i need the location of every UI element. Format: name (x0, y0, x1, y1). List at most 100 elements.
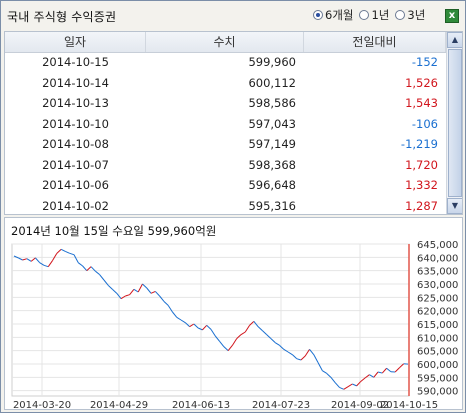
series-segment (125, 294, 130, 297)
series-segment (274, 342, 280, 346)
scroll-down-icon[interactable]: ▼ (447, 198, 462, 214)
vertical-scrollbar[interactable]: ▲ ▼ (446, 32, 462, 214)
panel-title: 국내 주식형 수익증권 (7, 10, 117, 24)
series-segment (65, 251, 70, 254)
y-tick-label: 595,000 (417, 373, 458, 384)
cell-date: 2014-10-08 (42, 137, 109, 151)
series-segment (197, 327, 203, 331)
series-segment (22, 258, 27, 261)
cell-change: -1,219 (400, 137, 438, 151)
table-row[interactable]: 2014-10-15 599,960 -152 (5, 52, 446, 73)
series-segment (30, 257, 36, 262)
period-selector: 6개월 1년 3년 (313, 7, 425, 23)
series-segment (339, 387, 344, 390)
table-row[interactable]: 2014-10-06 596,648 1,332 (5, 175, 446, 196)
cell-value: 599,960 (248, 55, 296, 69)
series-segment (189, 323, 195, 328)
series-segment (163, 300, 169, 306)
series-segment (193, 323, 199, 329)
table-row[interactable]: 2014-10-10 597,043 -106 (5, 114, 446, 135)
y-tick-label: 600,000 (417, 360, 458, 371)
period-option-3y[interactable]: 3년 (395, 7, 425, 23)
cell-change: 1,287 (405, 198, 438, 213)
column-header-change[interactable]: 전일대비 (304, 32, 446, 52)
cell-change: 1,720 (405, 157, 438, 172)
series-segment (133, 288, 139, 293)
cell-value: 597,043 (248, 116, 296, 131)
cell-change: 1,332 (405, 178, 438, 192)
series-segment (322, 370, 327, 374)
cell-value: 597,149 (248, 137, 296, 151)
series-segment (180, 319, 186, 324)
series-segment (236, 334, 242, 340)
series-segment (257, 326, 263, 332)
x-tick-label: 2014-10-15 (380, 400, 438, 409)
series-segment (381, 367, 387, 374)
cell-date: 2014-10-10 (42, 116, 109, 131)
series-segment (95, 270, 100, 276)
series-segment (227, 345, 233, 351)
cell-date: 2014-10-14 (42, 75, 109, 90)
series-segment (129, 289, 135, 295)
radio-selected-icon[interactable] (313, 10, 323, 20)
period-option-label: 1년 (371, 8, 390, 22)
table-row[interactable]: 2014-10-13 598,586 1,543 (5, 93, 446, 114)
series-segment (43, 264, 49, 268)
y-tick-label: 610,000 (417, 333, 458, 344)
table-row[interactable]: 2014-10-14 600,112 1,526 (5, 73, 446, 94)
series-segment (60, 248, 66, 252)
series-segment (82, 265, 88, 271)
cell-value: 596,648 (248, 178, 296, 192)
series-segment (352, 383, 357, 387)
series-segment (386, 367, 392, 373)
series-segment (343, 386, 349, 390)
period-option-6m[interactable]: 6개월 (313, 7, 353, 23)
x-tick-label: 2014-03-20 (13, 400, 71, 409)
cell-value: 598,368 (248, 157, 296, 172)
cell-date: 2014-10-06 (42, 178, 109, 192)
y-tick-label: 605,000 (417, 347, 458, 358)
column-header-date[interactable]: 일자 (5, 32, 146, 52)
scroll-thumb[interactable] (448, 49, 462, 197)
series-segment (154, 291, 160, 297)
series-segment (292, 354, 297, 360)
series-segment (86, 266, 92, 272)
series-segment (214, 335, 220, 342)
x-tick-label: 2014-07-23 (252, 400, 310, 409)
table-row[interactable]: 2014-10-07 598,368 1,720 (5, 155, 446, 176)
series-segment (150, 291, 156, 294)
x-tick-label: 2014-06-13 (172, 400, 230, 409)
series-segment (210, 329, 216, 337)
cell-date: 2014-10-02 (42, 198, 109, 213)
series-segment (47, 260, 53, 267)
series-segment (206, 324, 212, 330)
series-segment (116, 293, 122, 299)
scroll-up-icon[interactable]: ▲ (447, 32, 462, 48)
series-segment (373, 371, 379, 378)
series-segment (167, 305, 173, 313)
cell-change: -106 (411, 116, 438, 131)
series-segment (360, 377, 366, 382)
x-tick-label: 2014-09-02 (331, 400, 389, 409)
series-segment (279, 344, 285, 350)
line-chart[interactable]: 645,000 640,000 635,000 630,000 625,000 620,0… (5, 218, 462, 409)
series-segment (137, 283, 143, 293)
series-segment (26, 258, 32, 262)
radio-icon[interactable] (359, 10, 370, 20)
table-row[interactable]: 2014-10-02 595,316 1,287 (5, 196, 446, 215)
y-tick-label: 640,000 (417, 253, 458, 264)
period-option-1y[interactable]: 1년 (359, 7, 389, 23)
series-segment (300, 355, 306, 361)
series-segment (39, 262, 45, 266)
table-row[interactable]: 2014-10-08 597,149 -1,219 (5, 134, 446, 155)
cell-date: 2014-10-13 (42, 96, 109, 110)
series-segment (176, 316, 182, 321)
series-segment (69, 252, 75, 256)
radio-icon[interactable] (395, 10, 406, 20)
chart-panel: 2014년 10월 15일 수요일 599,960억원 645,000 640,0… (4, 217, 463, 410)
y-tick-label: 645,000 (417, 240, 458, 251)
cell-date: 2014-10-07 (42, 157, 109, 172)
column-header-value[interactable]: 수치 (146, 32, 304, 52)
excel-export-icon[interactable]: x (445, 9, 459, 23)
series-segment (244, 325, 250, 333)
